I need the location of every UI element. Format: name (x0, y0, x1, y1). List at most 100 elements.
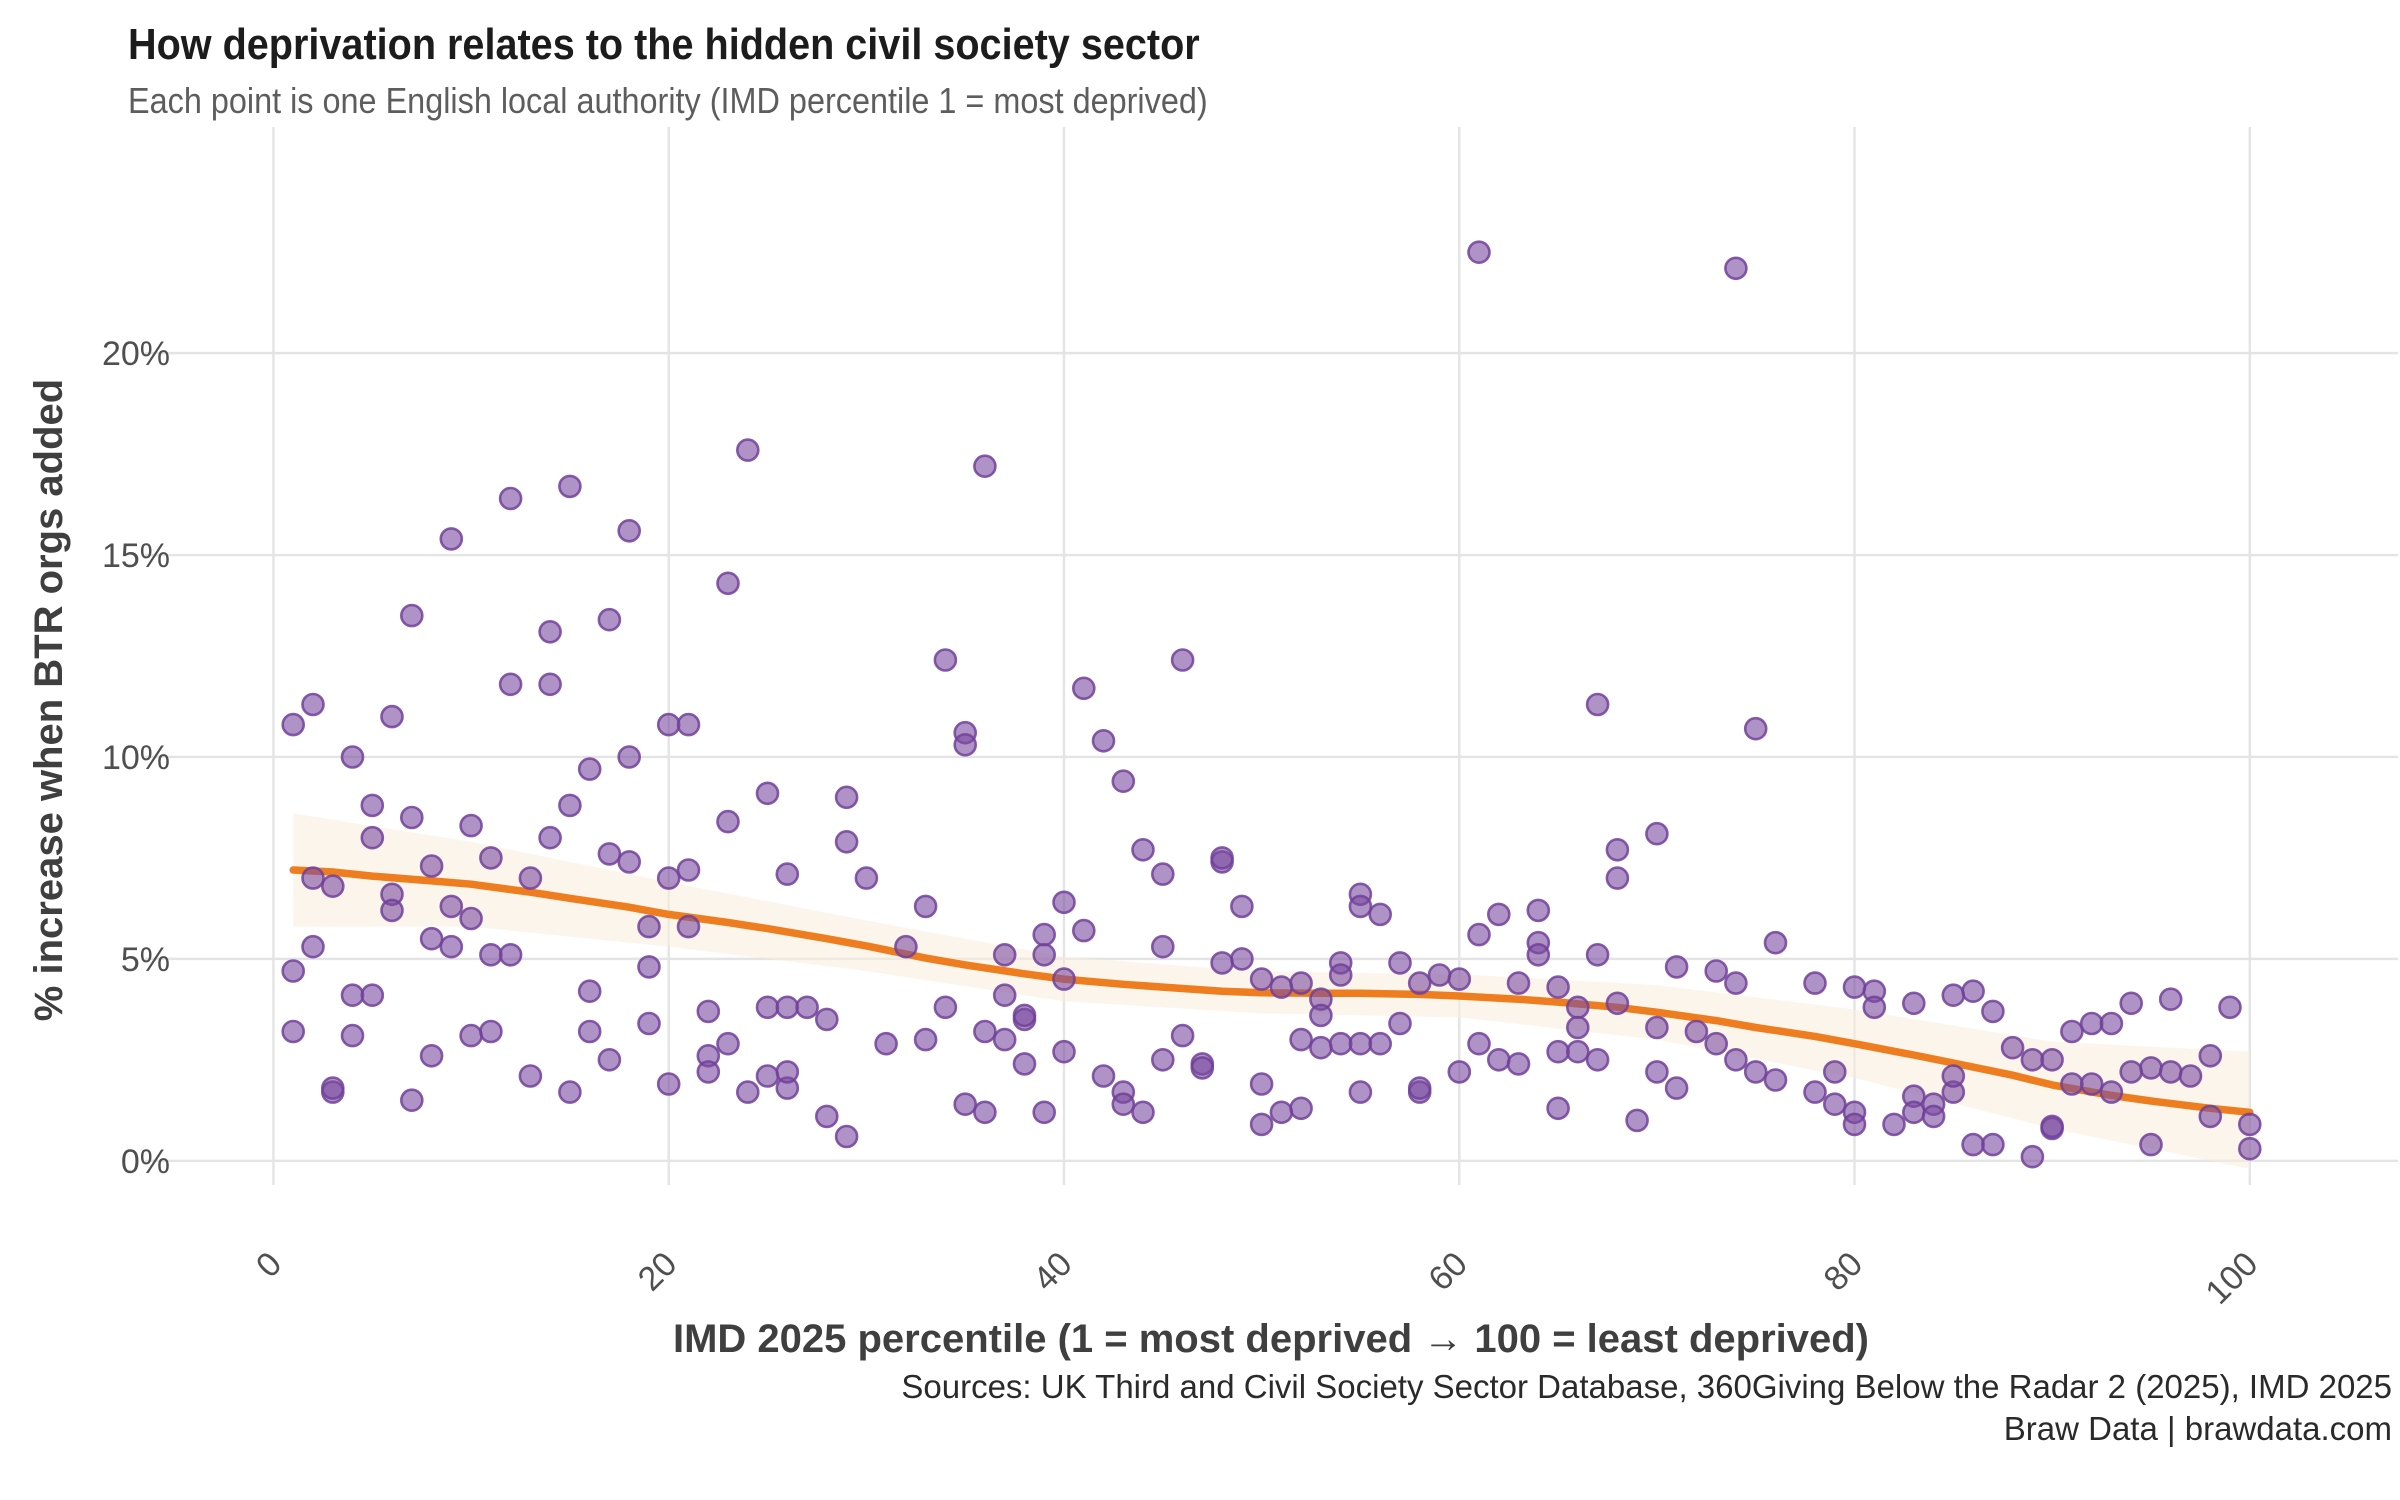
data-point (1645, 821, 1669, 846)
data-point (498, 486, 523, 511)
data-point (459, 1023, 483, 1048)
data-point (498, 672, 523, 697)
data-point (1447, 967, 1472, 991)
data-point (1052, 967, 1076, 991)
data-point (1151, 934, 1175, 959)
data-point (1012, 1003, 1037, 1028)
data-point (2099, 1011, 2124, 1036)
data-point (1763, 930, 1788, 955)
data-point (2238, 1136, 2262, 1161)
data-point (2040, 1114, 2064, 1139)
data-point (1348, 894, 1373, 919)
data-point (1803, 971, 1827, 995)
x-tick-label: 20 (631, 1245, 685, 1299)
data-point (459, 906, 483, 931)
data-point (459, 813, 483, 838)
gridlines-layer (145, 127, 2398, 1185)
data-point (538, 619, 562, 644)
data-point (1546, 1096, 1570, 1121)
data-point (1546, 975, 1570, 999)
data-point (1506, 1052, 1531, 1076)
data-point (933, 995, 958, 1020)
data-point (301, 692, 325, 717)
data-point (439, 934, 464, 959)
y-tick-label: 10% (102, 739, 170, 777)
data-point (1388, 1011, 1412, 1036)
data-point (676, 858, 701, 882)
y-tick-label: 0% (121, 1143, 170, 1181)
data-point (340, 745, 365, 769)
data-point (656, 1072, 681, 1096)
data-point (1645, 1060, 1669, 1084)
data-point (1407, 971, 1432, 995)
data-point (1566, 1039, 1590, 1064)
data-point (2158, 987, 2183, 1012)
data-point (1210, 846, 1234, 870)
data-point (1605, 866, 1630, 890)
data-point (992, 942, 1017, 967)
data-point (617, 745, 642, 769)
data-point (2099, 1080, 2124, 1104)
data-point (1249, 1112, 1274, 1137)
data-point (577, 757, 602, 781)
data-point (1823, 1060, 1847, 1084)
trend-line-layer (289, 866, 2254, 1117)
data-point (656, 866, 681, 890)
data-point (834, 829, 859, 854)
data-point (1882, 1112, 1906, 1137)
data-point (1368, 902, 1392, 927)
data-point (399, 1088, 424, 1112)
data-point (1467, 1031, 1491, 1056)
data-point (1131, 837, 1155, 862)
data-point (1289, 1027, 1313, 1052)
data-point (795, 995, 819, 1020)
data-point (656, 712, 681, 737)
data-point (1664, 955, 1689, 979)
data-point (419, 1044, 444, 1068)
data-point (1704, 1031, 1728, 1056)
data-point (1763, 1068, 1788, 1092)
data-point (1289, 1096, 1313, 1121)
data-point (696, 1060, 721, 1084)
data-point (1328, 963, 1353, 987)
data-point (1269, 1100, 1294, 1125)
data-point (2079, 1011, 2104, 1036)
data-point (1823, 1092, 1847, 1116)
data-point (1961, 1132, 1985, 1157)
data-point (1566, 1015, 1590, 1040)
data-point (419, 926, 444, 951)
data-point (1151, 862, 1175, 886)
data-point (973, 1019, 997, 1044)
data-point (1111, 769, 1136, 794)
data-point (617, 850, 642, 874)
data-point (953, 732, 978, 757)
data-point (2158, 1060, 2183, 1084)
data-point (696, 999, 721, 1024)
data-point (518, 866, 543, 890)
data-point (1427, 963, 1452, 987)
data-point (1506, 971, 1531, 995)
data-point (1249, 967, 1274, 991)
data-point (1249, 1072, 1274, 1096)
data-point (1151, 1048, 1175, 1072)
data-point (558, 1080, 582, 1104)
data-point (2198, 1044, 2223, 1068)
page-subtitle: Each point is one English local authorit… (128, 80, 1208, 121)
data-point (1862, 995, 1887, 1020)
data-point (1052, 1039, 1076, 1064)
data-point (479, 1019, 503, 1044)
data-point (1467, 240, 1491, 264)
data-point (716, 1031, 740, 1056)
data-point (1368, 1031, 1392, 1056)
data-point (775, 995, 800, 1020)
data-point (874, 1031, 898, 1056)
data-point (637, 1011, 661, 1036)
data-point (2020, 1144, 2045, 1169)
y-tick-label: 20% (102, 335, 170, 373)
data-point (1961, 979, 1985, 1004)
data-point (340, 983, 365, 1008)
data-point (1230, 947, 1254, 971)
data-point (1447, 1060, 1472, 1084)
data-point (1032, 922, 1056, 947)
data-point (597, 1048, 622, 1072)
